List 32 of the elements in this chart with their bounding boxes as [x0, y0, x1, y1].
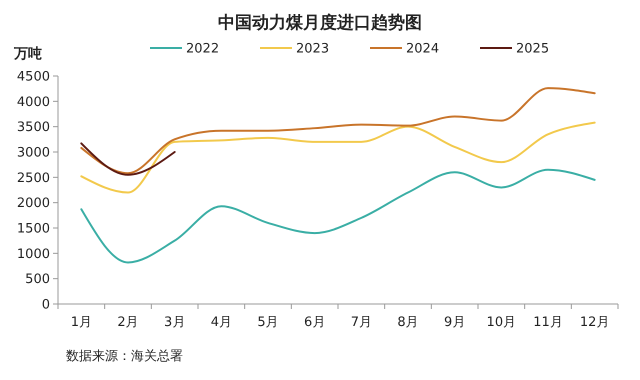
y-tick-label: 4000 [16, 94, 50, 110]
x-tick-label: 5月 [257, 315, 279, 330]
y-tick-label: 3000 [16, 146, 50, 161]
chart-title: 中国动力煤月度进口趋势图 [218, 13, 422, 33]
y-tick-label: 1500 [16, 222, 50, 237]
x-tick-label: 1月 [70, 315, 92, 330]
source-note: 数据来源：海关总署 [66, 349, 183, 364]
x-tick-label: 2月 [117, 315, 139, 330]
y-tick-label: 2500 [16, 170, 50, 186]
y-tick-label: 500 [25, 272, 50, 288]
x-tick-label: 6月 [304, 315, 326, 330]
line-series [80, 87, 596, 174]
legend-label: 2025 [516, 42, 550, 57]
x-tick-label: 8月 [397, 315, 419, 330]
legend-label: 2024 [406, 42, 440, 57]
x-tick-label: 9月 [444, 315, 466, 330]
x-tick-label: 3月 [164, 315, 186, 330]
x-tick-label: 7月 [350, 315, 372, 330]
x-tick-label: 10月 [486, 315, 516, 330]
y-tick-label: 2000 [16, 196, 50, 212]
legend-label: 2022 [186, 42, 220, 57]
line-series [80, 122, 596, 194]
y-tick-label: 3500 [16, 120, 50, 136]
y-tick-label: 1000 [16, 246, 50, 262]
x-tick-label: 11月 [533, 315, 563, 330]
y-tick-label: 0 [42, 298, 50, 313]
line-series [80, 168, 596, 264]
x-tick-label: 12月 [580, 315, 610, 330]
y-axis-title: 万吨 [13, 46, 42, 62]
y-tick-label: 4500 [16, 70, 50, 85]
x-tick-label: 4月 [210, 315, 232, 330]
legend-label: 2023 [296, 42, 330, 57]
